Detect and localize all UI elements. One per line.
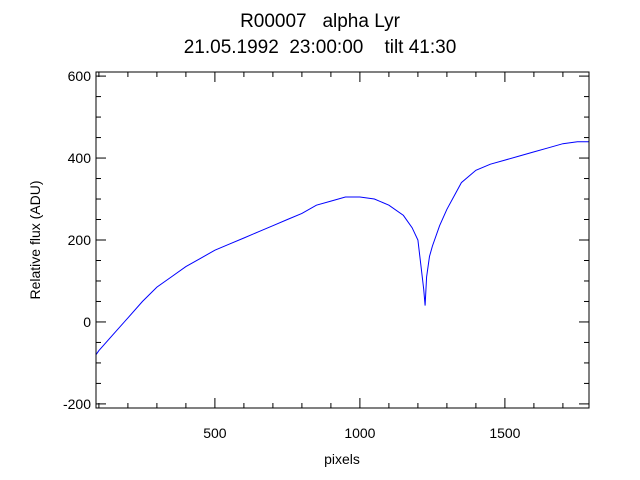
ticks-layer: 500 1000 1500 -200 0 200 400 600 [63, 68, 589, 441]
spectrum-series-line [95, 141, 589, 355]
y-tick-label: 600 [68, 68, 92, 84]
y-tick-label: 400 [68, 150, 92, 166]
y-tick-label: 200 [68, 232, 92, 248]
chart-title: R00007 alpha Lyr [240, 11, 400, 32]
x-axis-label: pixels [324, 451, 360, 467]
y-tick-label: -200 [63, 396, 91, 412]
plot-frame [95, 71, 590, 409]
y-tick-label: 0 [83, 314, 91, 330]
x-tick-label: 1000 [344, 425, 375, 441]
series-layer [95, 141, 589, 355]
y-axis-label: Relative flux (ADU) [27, 180, 43, 299]
x-tick-label: 500 [203, 425, 227, 441]
chart-subtitle: 21.05.1992 23:00:00 tilt 41:30 [183, 37, 457, 58]
x-tick-label: 1500 [489, 425, 520, 441]
